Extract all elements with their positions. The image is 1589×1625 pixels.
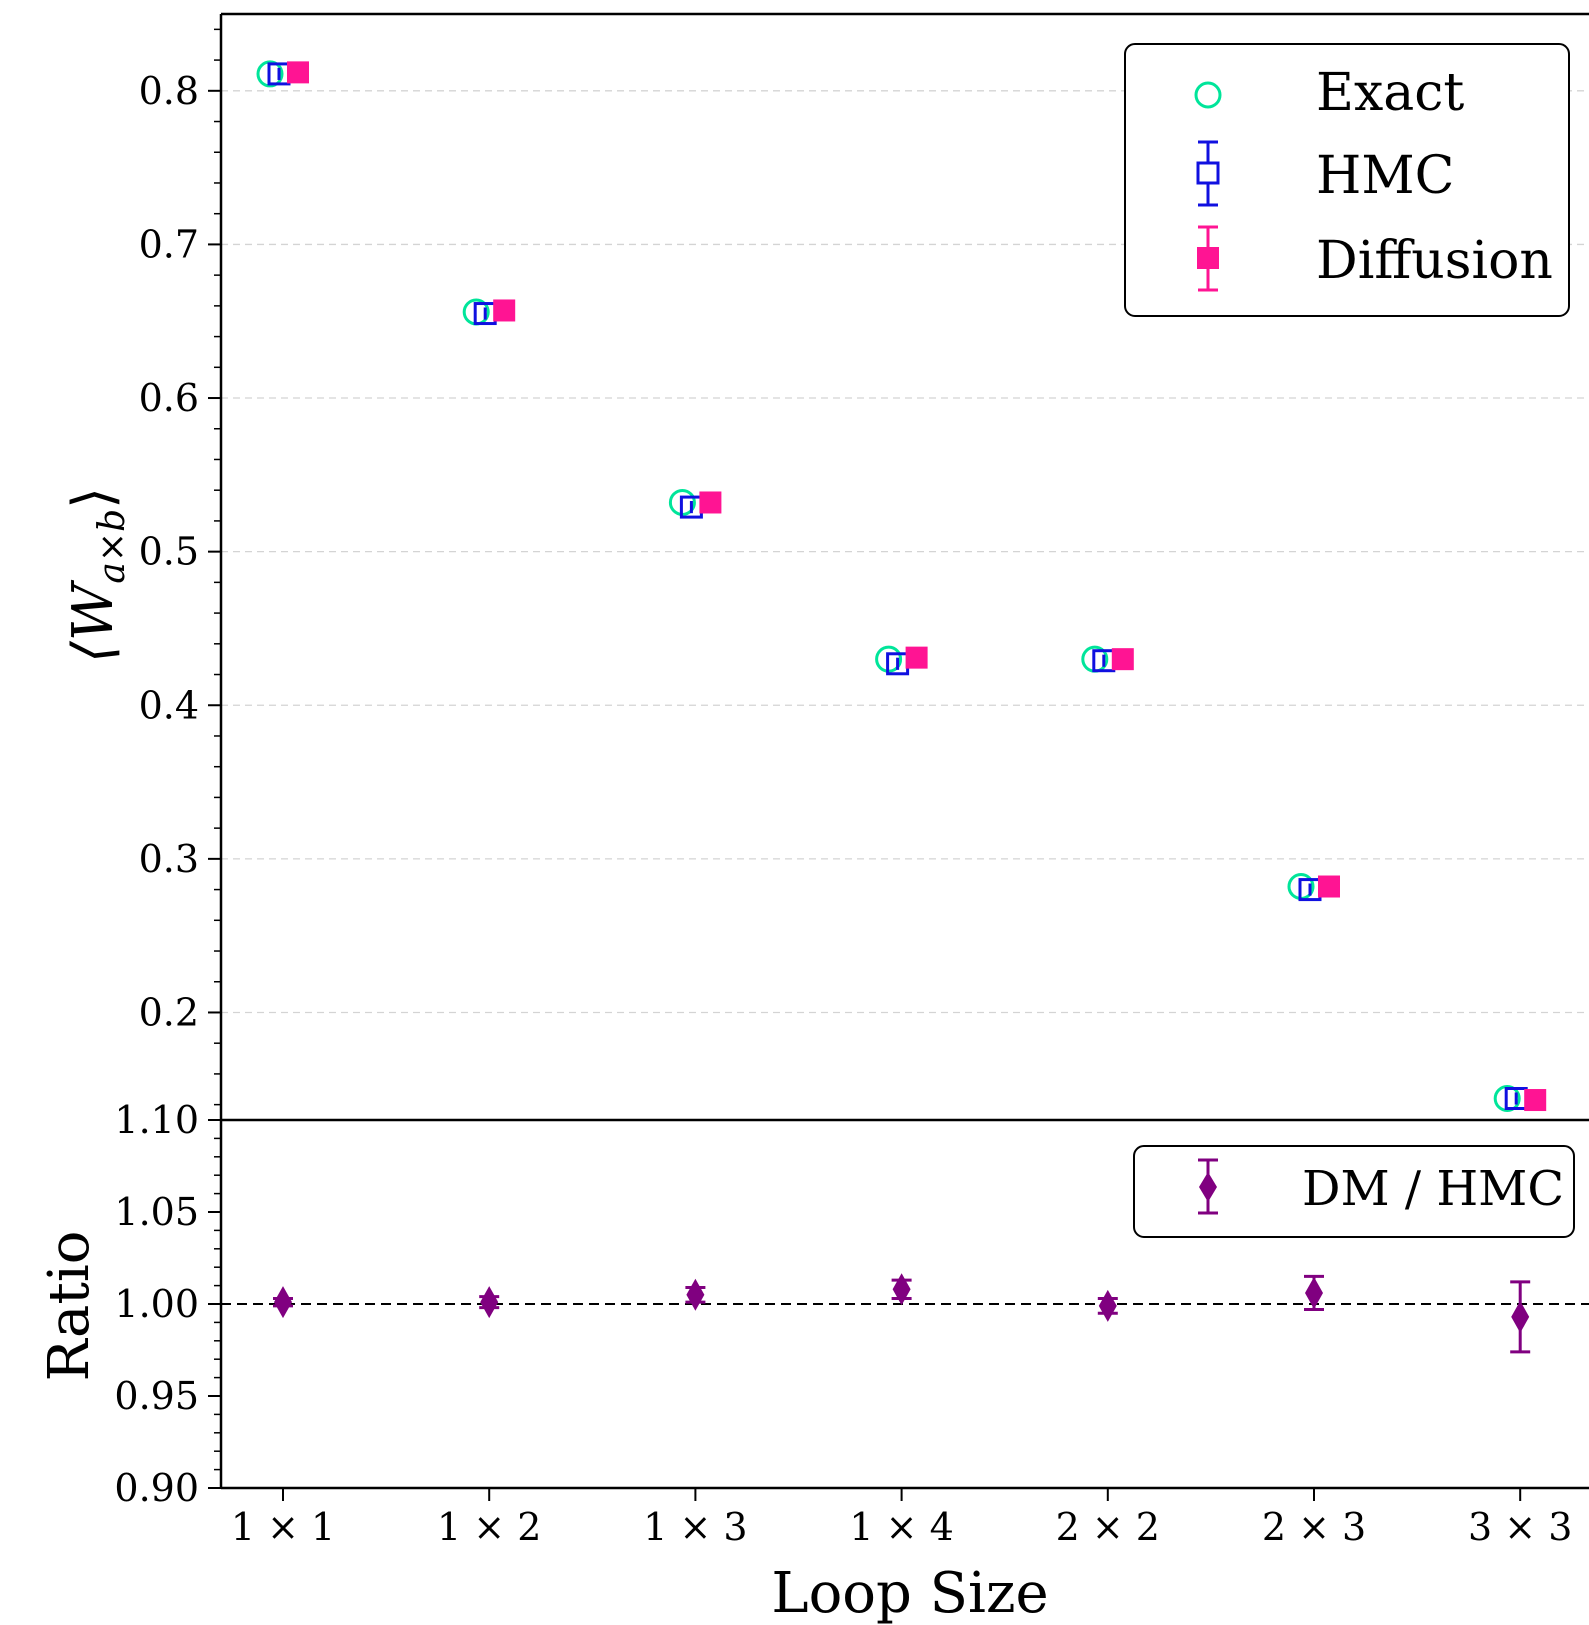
- ratio-point: [892, 1273, 911, 1306]
- x-tick-label: 1 × 3: [643, 1505, 747, 1549]
- x-tick-label: 1 × 2: [437, 1505, 541, 1549]
- y-tick-label: 0.95: [114, 1374, 199, 1418]
- x-tick-label: 1 × 1: [231, 1505, 335, 1549]
- ratio-point: [1511, 1300, 1530, 1333]
- y-axis-title-close: ⟩: [61, 487, 126, 509]
- legend-hmc-marker: [1196, 161, 1220, 185]
- y-tick-label: 0.4: [139, 683, 199, 727]
- ratio-axis-title: Ratio: [37, 1231, 102, 1382]
- y-tick-label: 0.6: [139, 376, 199, 420]
- legends: Exact HMC Diffusion DM / HMC: [1124, 43, 1575, 1238]
- diffusion-point: [1111, 648, 1134, 671]
- y-axis-title: ⟨Wa×b⟩: [61, 487, 133, 663]
- y-tick-label: 1.00: [114, 1282, 199, 1326]
- ratio-point: [1305, 1276, 1323, 1309]
- legend-box: [1124, 43, 1570, 317]
- y-tick-label: 0.7: [139, 222, 199, 266]
- exact-point: [1493, 1084, 1521, 1112]
- y-tick-label: 0.90: [114, 1466, 199, 1510]
- y-tick-label: 0.3: [139, 837, 199, 881]
- y-tick-label: 0.5: [139, 530, 199, 574]
- legend-exact-label: Exact: [1316, 63, 1464, 123]
- x-tick-label: 1 × 4: [849, 1505, 953, 1549]
- legend-exact-marker: [1194, 81, 1222, 109]
- diffusion-point: [699, 491, 722, 514]
- x-axis-title: Loop Size: [771, 1561, 1048, 1625]
- top-panel: 0.2 0.3 0.4 0.5 0.6 0.7 0.8: [139, 12, 1589, 1122]
- axis-titles: Loop Size ⟨Wa×b⟩ Ratio: [37, 487, 1049, 1625]
- legend-ratio-marker: [1199, 1172, 1217, 1202]
- x-tick-label: 2 × 2: [1056, 1505, 1160, 1549]
- x-tick-label: 2 × 3: [1262, 1505, 1366, 1549]
- ratio-point: [1098, 1289, 1117, 1322]
- legend-ratio-label: DM / HMC: [1302, 1161, 1564, 1217]
- y-axis-title-subscript: a×b: [92, 509, 133, 584]
- x-tick-label: 3 × 3: [1468, 1505, 1572, 1549]
- y-tick-label: 0.2: [139, 990, 199, 1034]
- ratio-point: [480, 1286, 499, 1319]
- ratio-legend-box: [1133, 1145, 1575, 1238]
- x-axis: 1 × 1 1 × 2 1 × 3 1 × 4 2 × 2 2 × 3 3 × 3: [231, 1488, 1572, 1549]
- y-tick-label: 1.10: [114, 1098, 199, 1142]
- ratio-point: [274, 1286, 292, 1319]
- diffusion-point: [905, 646, 928, 669]
- legend-hmc-label: HMC: [1316, 146, 1454, 206]
- y-tick-label: 0.8: [139, 69, 199, 113]
- exact-point: [256, 60, 284, 88]
- legend-diffusion-label: Diffusion: [1316, 231, 1553, 291]
- y-tick-label: 1.05: [114, 1190, 199, 1234]
- diffusion-point: [1524, 1089, 1547, 1112]
- legend-diffusion-marker: [1197, 247, 1219, 269]
- diffusion-point: [287, 61, 309, 84]
- ratio-panel: 0.90 0.95 1.00 1.05 1.10: [114, 1098, 1589, 1510]
- y-axis-title-main: ⟨W: [61, 579, 126, 663]
- diffusion-point: [1318, 875, 1340, 898]
- diffusion-point: [493, 299, 516, 322]
- ratio-point: [686, 1278, 705, 1311]
